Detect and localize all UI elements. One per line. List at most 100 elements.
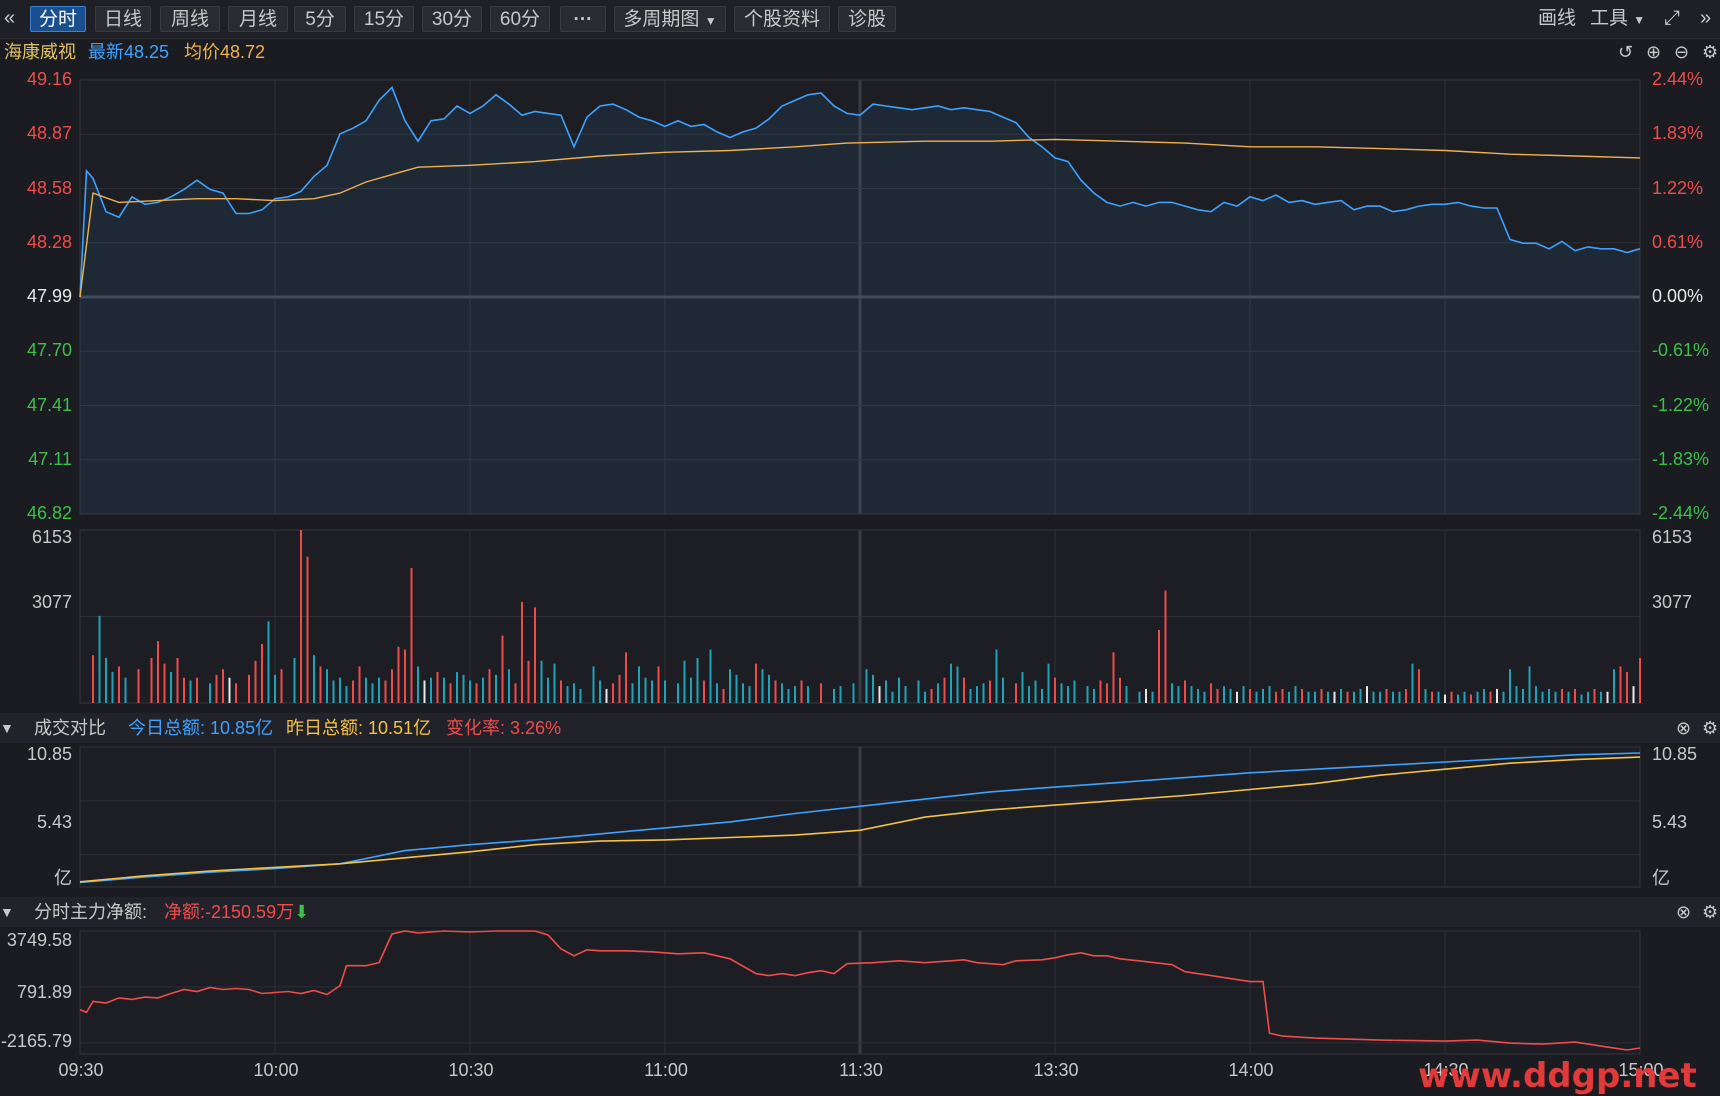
stock-name: 海康威视 bbox=[4, 42, 76, 62]
volume-bars bbox=[92, 530, 1641, 703]
draw-line-button[interactable]: 画线 bbox=[1538, 8, 1577, 29]
gear-icon[interactable]: ⚙ bbox=[1702, 42, 1719, 62]
avg-label: 均价 bbox=[184, 42, 220, 62]
watermark: www.ddgp.net bbox=[1418, 1056, 1697, 1096]
mainflow-header: ▼ 分时主力净额: 净额:-2150.59万⬇ ⊗ ⚙ bbox=[0, 897, 1720, 927]
net-amount: 净额:-2150.59万⬇ bbox=[164, 897, 309, 927]
price-tick-label: 47.99 bbox=[26, 286, 72, 306]
chart-lines bbox=[79, 85, 1641, 1051]
today-total: 今日总额: 10.85亿 bbox=[128, 713, 273, 743]
latest-value: 48.25 bbox=[124, 42, 170, 62]
turnover-header: ▼ 成交对比 今日总额: 10.85亿 昨日总额: 10.51亿 变化率: 3.… bbox=[0, 713, 1720, 743]
price-tick-label: 48.58 bbox=[26, 177, 72, 198]
yesterday-value: 10.51亿 bbox=[368, 718, 432, 738]
net-value: -2150.59万 bbox=[205, 902, 295, 922]
stock-info-button[interactable]: 个股资料 bbox=[734, 6, 830, 32]
time-tick-label: 10:00 bbox=[253, 1060, 299, 1080]
percent-tick-label: 0.00% bbox=[1652, 286, 1704, 306]
zoom-out-icon[interactable]: ⊖ bbox=[1674, 42, 1690, 62]
price-line bbox=[79, 85, 1641, 298]
price-tick-label: 48.28 bbox=[26, 231, 72, 252]
percent-tick-label: 0.61% bbox=[1652, 231, 1704, 252]
mainflow-line bbox=[79, 930, 1641, 1051]
double-chevron-right-icon[interactable]: » bbox=[1700, 7, 1712, 29]
volume-tick-label: 3077 bbox=[31, 591, 72, 612]
close-icon[interactable]: ⊗ bbox=[1676, 718, 1692, 738]
yesterday-label: 昨日总额: bbox=[286, 718, 364, 738]
fullscreen-icon[interactable]: ⤢ bbox=[1664, 7, 1680, 29]
more-button[interactable]: ··· bbox=[560, 6, 606, 32]
tab-fenshi[interactable]: 分时 bbox=[30, 6, 86, 32]
percent-tick-label: -0.61% bbox=[1652, 340, 1710, 361]
price-tick-label: 48.87 bbox=[26, 123, 72, 144]
percent-tick-label: 1.83% bbox=[1652, 123, 1704, 144]
tab-daily[interactable]: 日线 bbox=[95, 6, 151, 32]
tab-weekly[interactable]: 周线 bbox=[160, 6, 220, 32]
price-tick-label: 49.16 bbox=[26, 69, 72, 89]
toolbar: « 分时 日线 周线 月线 5分 15分 30分 60分 ··· 多周期图 ▼ … bbox=[0, 0, 1720, 39]
triangle-down-icon[interactable]: ▼ bbox=[0, 720, 14, 736]
percent-tick-label: -1.22% bbox=[1652, 394, 1710, 415]
zoom-in-icon[interactable]: ⊕ bbox=[1646, 42, 1662, 62]
volume-tick-label: 6153 bbox=[1652, 527, 1693, 547]
price-tick-label: 47.41 bbox=[26, 394, 72, 415]
turnover-tick-label: 亿 bbox=[1652, 868, 1670, 888]
gear-icon[interactable]: ⚙ bbox=[1702, 902, 1719, 922]
percent-tick-label: 1.22% bbox=[1652, 177, 1704, 198]
tab-monthly[interactable]: 月线 bbox=[228, 6, 288, 32]
change-label: 变化率: bbox=[446, 718, 506, 738]
quote-info-bar: 海康威视 最新48.25 均价48.72 ↺ ⊕ ⊖ ⚙ bbox=[0, 38, 1720, 66]
price-tick-label: 46.82 bbox=[26, 503, 72, 523]
tab-15min[interactable]: 15分 bbox=[354, 6, 414, 32]
percent-tick-label: -1.83% bbox=[1652, 448, 1710, 469]
percent-tick-label: 2.44% bbox=[1652, 69, 1704, 89]
yesterday-total: 昨日总额: 10.51亿 bbox=[286, 713, 431, 743]
net-label: 净额: bbox=[164, 902, 206, 922]
panel-border bbox=[79, 746, 1641, 888]
panel-border bbox=[79, 529, 1641, 704]
multi-period-label: 多周期图 bbox=[623, 9, 700, 30]
time-tick-label: 14:30 bbox=[1423, 1060, 1469, 1080]
diagnose-button[interactable]: 诊股 bbox=[838, 6, 896, 32]
arrow-down-icon: ⬇ bbox=[294, 902, 310, 922]
time-tick-label: 10:30 bbox=[448, 1060, 494, 1080]
avg-price: 均价48.72 bbox=[184, 38, 265, 66]
undo-icon[interactable]: ↺ bbox=[1618, 42, 1634, 62]
close-icon[interactable]: ⊗ bbox=[1676, 902, 1692, 922]
price-area bbox=[80, 87, 1640, 515]
mainflow-title: 分时主力净额: bbox=[34, 902, 148, 922]
price-tick-label: 47.11 bbox=[28, 448, 72, 469]
caret-down-icon: ▼ bbox=[1633, 13, 1646, 27]
gear-icon[interactable]: ⚙ bbox=[1702, 718, 1719, 738]
double-chevron-left-icon[interactable]: « bbox=[4, 7, 16, 29]
mainflow-tick-label: 3749.58 bbox=[6, 930, 72, 950]
mainflow-tick-label: 791.89 bbox=[16, 981, 72, 1002]
time-tick-label: 14:00 bbox=[1228, 1060, 1274, 1080]
turnover-tick-label: 5.43 bbox=[1652, 812, 1688, 832]
multi-period-button[interactable]: 多周期图 ▼ bbox=[614, 6, 726, 32]
tab-30min[interactable]: 30分 bbox=[422, 6, 482, 32]
tools-button[interactable]: 工具 ▼ bbox=[1590, 6, 1645, 32]
tab-5min[interactable]: 5分 bbox=[294, 6, 346, 32]
change-rate: 变化率: 3.26% bbox=[446, 713, 561, 743]
avg-price-line bbox=[79, 138, 1641, 298]
time-tick-label: 13:30 bbox=[1033, 1060, 1079, 1080]
today-value: 10.85亿 bbox=[210, 718, 274, 738]
chart-grid bbox=[79, 79, 1641, 1055]
avg-value: 48.72 bbox=[220, 42, 266, 62]
today-label: 今日总额: bbox=[128, 718, 206, 738]
volume-tick-label: 3077 bbox=[1652, 591, 1693, 612]
yesterday-turnover-line bbox=[79, 756, 1641, 883]
turnover-tick-label: 10.85 bbox=[26, 744, 72, 764]
tab-60min[interactable]: 60分 bbox=[490, 6, 550, 32]
turnover-tick-label: 5.43 bbox=[36, 812, 72, 832]
time-tick-label: 09:30 bbox=[58, 1060, 104, 1080]
turnover-tick-label: 亿 bbox=[54, 868, 72, 888]
percent-tick-label: -2.44% bbox=[1652, 503, 1710, 523]
triangle-down-icon[interactable]: ▼ bbox=[0, 904, 14, 920]
change-value: 3.26% bbox=[510, 718, 562, 738]
time-tick-label: 11:30 bbox=[839, 1060, 883, 1080]
volume-tick-label: 6153 bbox=[31, 527, 72, 547]
turnover-title: 成交对比 bbox=[34, 718, 106, 738]
